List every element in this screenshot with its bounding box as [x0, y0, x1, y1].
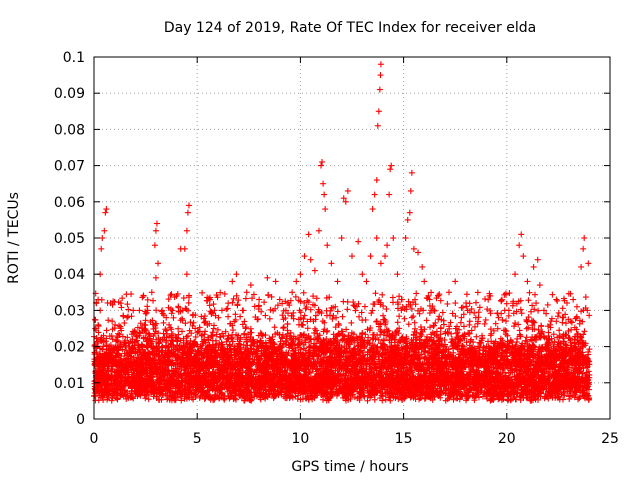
data-points [91, 61, 593, 404]
data-point-band [195, 328, 202, 335]
data-point-band [586, 346, 593, 353]
data-point-band [108, 397, 115, 404]
data-point-band [145, 396, 152, 403]
data-point-band [485, 338, 492, 345]
data-point-band [581, 328, 588, 335]
chart-title: Day 124 of 2019, Rate Of TEC Index for r… [164, 20, 536, 36]
